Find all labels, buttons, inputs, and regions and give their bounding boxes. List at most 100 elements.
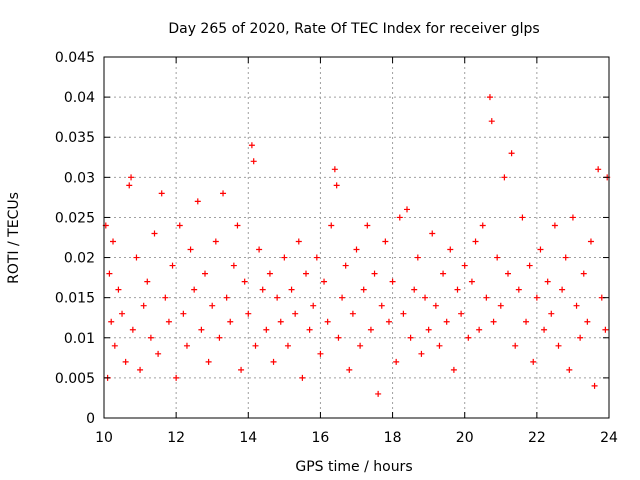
data-point <box>263 326 270 333</box>
data-point <box>324 318 331 325</box>
data-point <box>385 318 392 325</box>
data-point <box>468 278 475 285</box>
data-point <box>505 270 511 277</box>
data-point <box>119 310 126 317</box>
data-point <box>465 334 472 341</box>
data-point <box>418 350 425 357</box>
data-point <box>577 334 584 341</box>
y-tick-label: 0.035 <box>55 130 95 146</box>
data-point <box>151 230 158 237</box>
data-point <box>205 358 212 365</box>
data-point <box>548 310 555 317</box>
data-point <box>407 334 414 341</box>
x-tick-label: 20 <box>456 430 474 446</box>
data-point <box>447 246 454 253</box>
data-point <box>155 350 162 357</box>
data-point <box>488 118 495 125</box>
data-point <box>584 318 591 325</box>
data-point <box>140 302 147 309</box>
y-tick-label: 0.01 <box>64 331 95 347</box>
data-point <box>378 302 385 309</box>
data-point <box>220 190 227 197</box>
data-point <box>295 238 302 245</box>
data-point <box>169 262 176 269</box>
y-tick-label: 0.045 <box>55 50 95 66</box>
data-point <box>277 318 284 325</box>
data-point <box>310 302 317 309</box>
data-point <box>180 310 187 317</box>
data-point <box>530 358 537 365</box>
data-point <box>519 214 526 221</box>
x-tick-label: 16 <box>312 430 330 446</box>
plot-frame <box>103 56 610 419</box>
data-point <box>335 334 342 341</box>
y-tick-label: 0.005 <box>55 371 95 387</box>
data-point <box>223 294 230 301</box>
x-axis-label: GPS time / hours <box>295 459 412 475</box>
data-point <box>187 246 194 253</box>
data-point <box>566 366 573 373</box>
data-point <box>544 278 551 285</box>
data-point <box>252 342 259 349</box>
data-point <box>422 294 429 301</box>
data-point <box>523 318 530 325</box>
data-point <box>292 310 299 317</box>
data-point <box>440 270 447 277</box>
data-point <box>497 302 504 309</box>
x-tick-label: 14 <box>239 430 257 446</box>
data-point <box>133 254 140 261</box>
data-point <box>227 318 234 325</box>
data-point <box>436 342 443 349</box>
data-point <box>339 294 346 301</box>
data-point <box>128 174 135 181</box>
data-point <box>541 326 548 333</box>
data-point <box>414 254 421 261</box>
data-point <box>364 222 371 229</box>
data-point <box>122 358 129 365</box>
data-point <box>382 238 389 245</box>
data-point <box>367 326 374 333</box>
x-tick-label: 24 <box>600 430 618 446</box>
data-point <box>371 270 378 277</box>
data-point <box>389 278 396 285</box>
x-tick-label: 22 <box>528 430 546 446</box>
data-point <box>454 286 461 293</box>
data-point <box>162 294 169 301</box>
data-points <box>102 94 611 397</box>
data-point <box>284 342 291 349</box>
grid <box>104 57 609 418</box>
data-point <box>533 294 540 301</box>
data-point <box>212 238 219 245</box>
data-point <box>250 158 257 165</box>
data-point <box>494 254 501 261</box>
data-point <box>555 342 562 349</box>
data-point <box>165 318 172 325</box>
data-point <box>198 326 205 333</box>
data-point <box>270 358 277 365</box>
data-point <box>353 246 360 253</box>
data-point <box>458 310 465 317</box>
chart-title: Day 265 of 2020, Rate Of TEC Index for r… <box>168 21 539 37</box>
data-point <box>230 262 237 269</box>
data-point <box>591 382 598 389</box>
data-point <box>234 222 241 229</box>
data-point <box>490 318 497 325</box>
data-point <box>241 278 248 285</box>
data-point <box>569 214 576 221</box>
data-point <box>147 334 154 341</box>
data-point <box>587 238 594 245</box>
data-point <box>317 350 324 357</box>
data-point <box>106 270 113 277</box>
data-point <box>404 206 410 213</box>
data-point <box>483 294 490 301</box>
data-point <box>526 262 533 269</box>
data-point <box>303 270 309 277</box>
data-point <box>144 278 151 285</box>
data-point <box>562 254 569 261</box>
data-point <box>346 366 353 373</box>
data-point <box>595 166 602 173</box>
data-point <box>537 246 544 253</box>
y-tick-label: 0.025 <box>55 210 95 226</box>
data-point <box>108 318 115 325</box>
data-point <box>110 238 117 245</box>
